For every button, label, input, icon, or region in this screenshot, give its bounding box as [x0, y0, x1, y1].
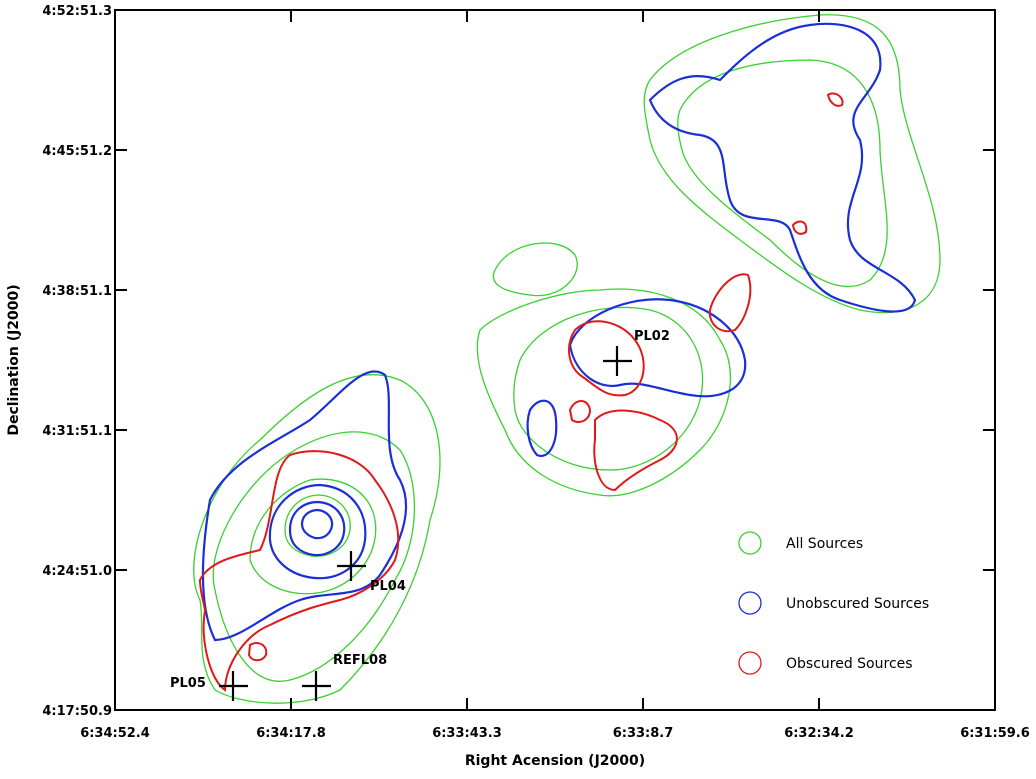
y-tick-label: 4:45:51.2	[42, 144, 112, 159]
x-axis-title: Right Acension (J2000)	[465, 753, 645, 769]
x-tick-label: 6:33:43.3	[432, 726, 502, 741]
legend-label: Unobscured Sources	[786, 596, 929, 612]
legend-label: Obscured Sources	[786, 656, 913, 672]
y-tick-label: 4:17:50.9	[42, 704, 112, 719]
source-label: PL04	[370, 579, 406, 594]
x-tick-label: 6:33:8.7	[613, 726, 674, 741]
plot-frame	[114, 9, 996, 711]
source-cross	[603, 346, 632, 376]
source-label: PL02	[634, 329, 670, 344]
x-tick-label: 6:34:17.8	[256, 726, 326, 741]
y-tick-label: 4:52:51.3	[42, 4, 112, 19]
legend-label: All Sources	[786, 536, 863, 552]
source-cross	[302, 671, 331, 701]
y-tick-label: 4:38:51.1	[42, 284, 112, 299]
source-cross	[337, 551, 366, 581]
legend-swatch	[738, 651, 762, 675]
source-label: PL05	[170, 676, 206, 691]
legend-swatch	[738, 591, 762, 615]
x-tick-label: 6:32:34.2	[784, 726, 854, 741]
legend-swatch	[738, 531, 762, 555]
y-tick-label: 4:31:51.1	[42, 424, 112, 439]
y-axis-title: Declination (J2000)	[6, 284, 22, 435]
x-tick-label: 6:34:52.4	[80, 726, 150, 741]
x-tick-label: 6:31:59.6	[960, 726, 1030, 741]
source-cross	[219, 671, 248, 701]
legend: All Sources Unobscured Sources Obscured …	[738, 531, 929, 675]
y-tick-label: 4:24:51.0	[42, 564, 112, 579]
source-markers	[219, 346, 632, 701]
source-label: REFL08	[333, 653, 387, 668]
contours-all	[193, 14, 941, 704]
contours-unobscured	[201, 22, 917, 642]
contours-obscured	[198, 92, 844, 692]
